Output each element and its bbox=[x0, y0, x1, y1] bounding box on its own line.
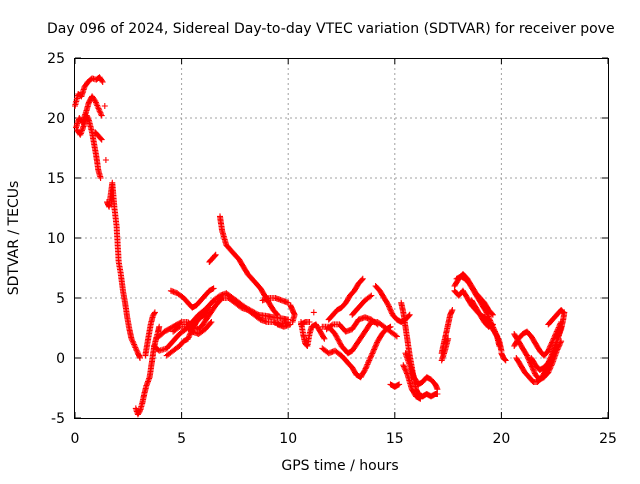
y-tick-label: 15 bbox=[47, 171, 65, 187]
plot-frame bbox=[74, 58, 609, 419]
y-tick-label: -5 bbox=[51, 411, 65, 427]
x-axis-label: GPS time / hours bbox=[281, 458, 398, 474]
y-tick-label: 10 bbox=[47, 231, 65, 247]
x-tick-label: 10 bbox=[279, 431, 297, 447]
data-points bbox=[72, 74, 568, 418]
y-tick-label: 25 bbox=[47, 51, 65, 67]
y-axis-label: SDTVAR / TECUs bbox=[6, 181, 22, 296]
data-markers bbox=[72, 74, 568, 418]
x-tick-label: 5 bbox=[177, 431, 186, 447]
x-tick-label: 15 bbox=[386, 431, 404, 447]
y-tick-label: 0 bbox=[56, 351, 65, 367]
x-tick-label: 20 bbox=[492, 431, 510, 447]
y-tick-label: 5 bbox=[56, 291, 65, 307]
y-tick-label: 20 bbox=[47, 111, 65, 127]
x-tick-label: 0 bbox=[71, 431, 80, 447]
chart-title: Day 096 of 2024, Sidereal Day-to-day VTE… bbox=[47, 21, 615, 37]
axis-ticks: 0 5 10 15 20 25 -5 0 5 10 15 20 25 bbox=[47, 51, 617, 447]
x-tick-label: 25 bbox=[599, 431, 617, 447]
